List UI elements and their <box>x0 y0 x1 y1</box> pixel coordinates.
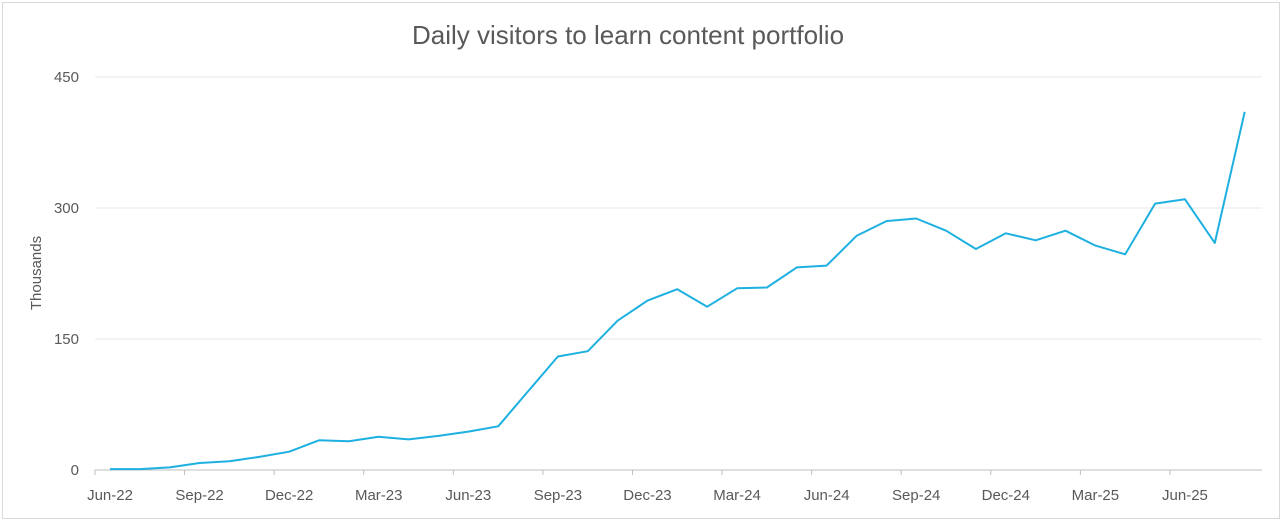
y-tick-label: 450 <box>54 69 79 86</box>
x-tick-label: Mar-25 <box>1072 487 1120 504</box>
x-tick-label: Jun-22 <box>87 487 133 504</box>
x-tick-label: Sep-24 <box>892 487 940 504</box>
x-tick-label: Dec-24 <box>982 487 1030 504</box>
x-tick-label: Jun-23 <box>445 487 491 504</box>
y-tick-label: 0 <box>71 462 79 479</box>
x-tick-label: Dec-23 <box>623 487 671 504</box>
y-tick-label: 150 <box>54 331 79 348</box>
x-tick-label: Sep-23 <box>534 487 582 504</box>
x-tick-label: Mar-24 <box>713 487 761 504</box>
y-axis-label: Thousands <box>28 236 45 310</box>
x-tick-label: Sep-22 <box>175 487 223 504</box>
x-tick-label: Mar-23 <box>355 487 403 504</box>
y-tick-label: 300 <box>54 200 79 217</box>
x-tick-label: Jun-25 <box>1162 487 1208 504</box>
x-tick-label: Dec-22 <box>265 487 313 504</box>
series-line <box>110 111 1246 471</box>
x-tick-label: Jun-24 <box>804 487 850 504</box>
chart-title: Daily visitors to learn content portfoli… <box>412 20 844 50</box>
